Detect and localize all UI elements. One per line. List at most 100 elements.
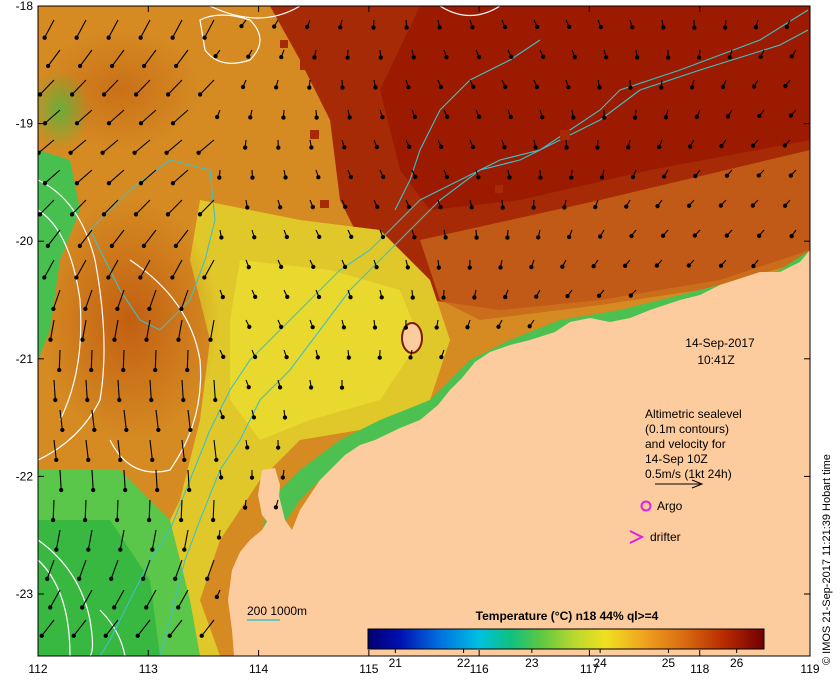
velocity-arrow-head	[91, 487, 96, 493]
velocity-arrow-head	[782, 203, 788, 208]
velocity-arrow-head	[48, 337, 53, 342]
colorbar-tick-label: 23	[525, 656, 539, 670]
velocity-arrow-head	[173, 576, 178, 581]
velocity-arrow-head	[42, 35, 47, 40]
bathymetry-legend-label: 200 1000m	[247, 604, 307, 618]
velocity-arrow-head	[118, 547, 123, 552]
velocity-arrow-head	[314, 115, 319, 120]
velocity-arrow-head	[628, 85, 633, 90]
velocity-arrow-head	[173, 63, 179, 69]
velocity-arrow	[55, 529, 61, 550]
velocity-arrow-head	[566, 234, 572, 240]
velocity-arrow-head	[252, 354, 258, 360]
velocity-arrow	[154, 349, 157, 371]
velocity-arrow-head	[74, 275, 79, 280]
velocity-arrow-head	[310, 324, 315, 330]
velocity-arrow-head	[138, 275, 143, 280]
velocity-arrow-head	[53, 397, 58, 403]
velocity-arrow-head	[38, 212, 43, 217]
velocity-arrow-head	[471, 84, 476, 90]
velocity-arrow	[76, 169, 93, 184]
velocity-arrow-head	[124, 427, 129, 433]
velocity-arrow	[47, 49, 61, 67]
velocity-arrow	[113, 589, 125, 608]
velocity-arrow-head	[628, 293, 633, 298]
velocity-arrow	[142, 559, 151, 579]
velocity-arrow-head	[242, 145, 248, 150]
velocity-arrow-head	[477, 114, 482, 120]
velocity-arrow-head	[496, 324, 501, 329]
velocity-arrow-head	[661, 174, 667, 179]
velocity-arrow	[175, 229, 189, 247]
velocity-arrow-head	[751, 84, 757, 89]
velocity-arrow	[87, 529, 93, 550]
velocity-arrow-head	[750, 203, 755, 208]
velocity-arrow	[79, 49, 93, 67]
velocity-arrow-head	[375, 204, 380, 210]
argo-label: Argo	[657, 499, 683, 513]
velocity-arrow-head	[106, 121, 112, 126]
velocity-arrow	[39, 79, 55, 95]
latitude-axis: -18 -19 -20 -21 -22 -23	[16, 0, 810, 601]
australia-landmass	[228, 250, 810, 656]
velocity-arrow-head	[758, 54, 763, 60]
velocity-arrow-head	[630, 174, 636, 180]
velocity-arrow	[180, 289, 189, 310]
velocity-arrow-head	[106, 181, 112, 186]
velocity-arrow-head	[42, 181, 48, 186]
velocity-arrow	[91, 469, 94, 490]
colorbar-title: Temperature (°C) n18 44% ql>=4	[476, 609, 659, 623]
velocity-arrow-head	[727, 55, 732, 60]
velocity-arrow-head	[89, 367, 94, 373]
velocity-arrow-head	[686, 203, 692, 208]
velocity-arrow	[71, 79, 87, 95]
velocity-arrow	[180, 499, 183, 521]
velocity-arrow-head	[444, 55, 449, 60]
velocity-arrow-head	[284, 354, 289, 360]
velocity-arrow-head	[666, 55, 671, 60]
colorbar-tick-label: 24	[593, 656, 607, 670]
info-line-1: Altimetric sealevel	[645, 407, 742, 421]
velocity-arrow-head	[789, 234, 794, 239]
velocity-arrow	[183, 529, 189, 550]
velocity-arrow	[203, 259, 215, 278]
velocity-arrow-head	[470, 25, 475, 30]
velocity-arrow	[171, 259, 183, 278]
velocity-arrow-head	[114, 517, 120, 523]
velocity-arrow-head	[86, 547, 91, 552]
velocity-arrow-head	[503, 294, 508, 300]
velocity-arrow	[134, 139, 151, 154]
velocity-arrow-head	[602, 115, 607, 120]
velocity-arrow	[39, 199, 55, 215]
velocity-arrow-head	[788, 173, 793, 178]
velocity-arrow	[91, 409, 95, 430]
velocity-arrow	[140, 169, 157, 184]
velocity-arrow-head	[50, 517, 56, 523]
plot-frame	[37, 5, 811, 657]
velocity-arrow-head	[597, 85, 602, 90]
velocity-arrow-head	[133, 212, 139, 217]
velocity-arrow-head	[153, 367, 158, 373]
velocity-arrow-head	[167, 633, 172, 638]
colorbar-tick-label: 25	[662, 656, 676, 670]
velocity-arrow-head	[138, 121, 144, 126]
velocity-arrow	[181, 439, 185, 460]
lat-tick-label: -22	[16, 469, 34, 483]
velocity-arrow-head	[176, 605, 181, 610]
velocity-arrow	[107, 259, 119, 278]
velocity-arrow-head	[77, 63, 83, 69]
velocity-arrow-head	[527, 324, 532, 329]
velocity-arrow-head	[170, 121, 176, 126]
velocity-arrow-head	[535, 24, 540, 30]
velocity-arrow	[175, 49, 189, 67]
velocity-arrow	[143, 49, 157, 67]
velocity-arrow-head	[339, 385, 345, 390]
lat-tick-label: -19	[16, 117, 34, 131]
velocity-arrow-head	[170, 35, 175, 40]
velocity-arrow-head	[434, 325, 439, 330]
velocity-arrow-head	[74, 121, 80, 126]
velocity-arrow-head	[377, 355, 382, 360]
velocity-arrow-head	[725, 114, 731, 119]
velocity-arrow	[71, 199, 87, 215]
velocity-arrow-head	[77, 576, 82, 581]
